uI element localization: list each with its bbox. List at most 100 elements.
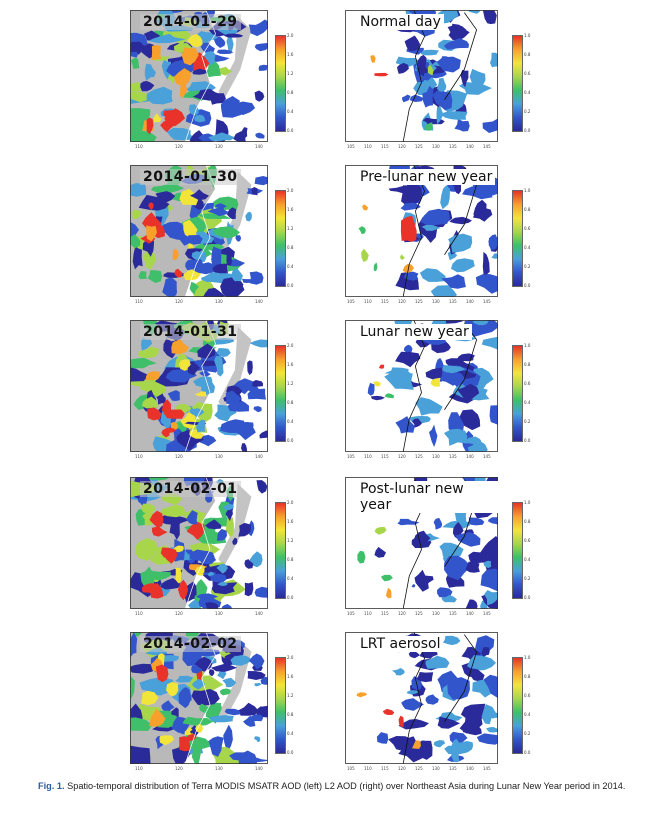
figure-caption: Fig. 1. Spatio-temporal distribution of …	[38, 780, 638, 792]
right-colorbar-tick: 1.0	[524, 500, 531, 505]
left-colorbar-tick: 0.8	[287, 557, 294, 562]
date-label: 2014-01-30	[140, 169, 241, 185]
left-colorbar	[275, 502, 286, 599]
lon-tick: 130	[432, 766, 440, 771]
lon-tick: 120	[175, 766, 183, 771]
left-map-panel: 2014-01-30	[130, 165, 268, 297]
right-colorbar-tick: 0.2	[524, 731, 531, 736]
lon-tick: 110	[135, 144, 143, 149]
right-colorbar-tick: 0.6	[524, 693, 531, 698]
right-colorbar-tick: 0.8	[524, 519, 531, 524]
right-colorbar-tick: 0.8	[524, 362, 531, 367]
lon-tick: 125	[415, 766, 423, 771]
left-colorbar-tick: 0.0	[287, 750, 294, 755]
lon-tick: 130	[215, 299, 223, 304]
right-colorbar-tick: 0.0	[524, 438, 531, 443]
left-colorbar-tick: 0.4	[287, 731, 294, 736]
lon-tick: 105	[347, 144, 355, 149]
right-map-panel: Pre-lunar new year	[345, 165, 498, 297]
lon-tick: 120	[398, 299, 406, 304]
lon-tick: 140	[466, 144, 474, 149]
right-colorbar-tick: 1.0	[524, 33, 531, 38]
left-colorbar-tick: 0.4	[287, 109, 294, 114]
lon-tick: 145	[483, 144, 491, 149]
lon-tick: 115	[381, 766, 389, 771]
right-colorbar-tick: 0.0	[524, 750, 531, 755]
period-label: Lunar new year	[357, 324, 472, 340]
left-colorbar-tick: 2.0	[287, 655, 294, 660]
right-colorbar-tick: 0.2	[524, 419, 531, 424]
left-colorbar-tick: 1.6	[287, 519, 294, 524]
lon-tick: 105	[347, 611, 355, 616]
date-label: 2014-01-31	[140, 324, 241, 340]
right-colorbar-tick: 0.4	[524, 557, 531, 562]
left-colorbar-tick: 0.0	[287, 438, 294, 443]
right-colorbar-tick: 0.4	[524, 245, 531, 250]
lon-tick: 110	[364, 766, 372, 771]
right-colorbar-tick: 0.2	[524, 576, 531, 581]
left-colorbar	[275, 190, 286, 287]
lon-tick: 110	[364, 299, 372, 304]
right-map-panel: LRT aerosol	[345, 632, 498, 764]
lon-tick: 140	[255, 144, 263, 149]
left-map-panel: 2014-02-01	[130, 477, 268, 609]
right-colorbar	[512, 502, 523, 599]
lon-tick: 140	[466, 611, 474, 616]
lon-tick: 115	[381, 144, 389, 149]
lon-tick: 145	[483, 299, 491, 304]
left-colorbar-tick: 0.4	[287, 419, 294, 424]
lon-tick: 115	[381, 299, 389, 304]
lon-tick: 120	[398, 454, 406, 459]
right-colorbar-tick: 0.0	[524, 595, 531, 600]
left-colorbar-tick: 0.0	[287, 283, 294, 288]
lon-tick: 105	[347, 454, 355, 459]
left-colorbar	[275, 345, 286, 442]
lon-tick: 105	[347, 766, 355, 771]
lon-tick: 140	[466, 454, 474, 459]
lon-tick: 120	[175, 144, 183, 149]
left-colorbar-tick: 2.0	[287, 343, 294, 348]
left-colorbar	[275, 657, 286, 754]
lon-tick: 115	[381, 611, 389, 616]
caption-text: Spatio-temporal distribution of Terra MO…	[64, 781, 626, 791]
right-colorbar-tick: 0.8	[524, 674, 531, 679]
lon-tick: 110	[364, 454, 372, 459]
lon-tick: 105	[347, 299, 355, 304]
left-colorbar-tick: 1.6	[287, 207, 294, 212]
right-colorbar-tick: 0.8	[524, 52, 531, 57]
left-colorbar-tick: 2.0	[287, 33, 294, 38]
lon-tick: 130	[215, 766, 223, 771]
right-colorbar-tick: 0.8	[524, 207, 531, 212]
right-colorbar-tick: 0.4	[524, 400, 531, 405]
lon-tick: 145	[483, 454, 491, 459]
lon-tick: 130	[215, 144, 223, 149]
left-colorbar-tick: 1.6	[287, 52, 294, 57]
left-colorbar-tick: 2.0	[287, 188, 294, 193]
lon-tick: 125	[415, 299, 423, 304]
left-colorbar-tick: 0.0	[287, 595, 294, 600]
lon-tick: 110	[135, 766, 143, 771]
period-label: Normal day	[357, 14, 444, 30]
left-colorbar-tick: 1.6	[287, 674, 294, 679]
lon-tick: 110	[135, 611, 143, 616]
lon-tick: 125	[415, 144, 423, 149]
left-colorbar-tick: 0.4	[287, 576, 294, 581]
lon-tick: 115	[381, 454, 389, 459]
right-colorbar-tick: 0.6	[524, 381, 531, 386]
lon-tick: 120	[398, 144, 406, 149]
right-colorbar	[512, 657, 523, 754]
period-label: Pre-lunar new year	[357, 169, 496, 185]
right-colorbar-tick: 0.4	[524, 712, 531, 717]
lon-tick: 140	[466, 299, 474, 304]
lon-tick: 140	[255, 454, 263, 459]
lon-tick: 145	[483, 766, 491, 771]
left-colorbar	[275, 35, 286, 132]
left-colorbar-tick: 0.0	[287, 128, 294, 133]
lon-tick: 140	[466, 766, 474, 771]
lon-tick: 140	[255, 299, 263, 304]
lon-tick: 110	[135, 299, 143, 304]
right-colorbar-tick: 0.0	[524, 283, 531, 288]
left-map-panel: 2014-01-31	[130, 320, 268, 452]
left-colorbar-tick: 1.2	[287, 538, 294, 543]
lon-tick: 125	[415, 611, 423, 616]
